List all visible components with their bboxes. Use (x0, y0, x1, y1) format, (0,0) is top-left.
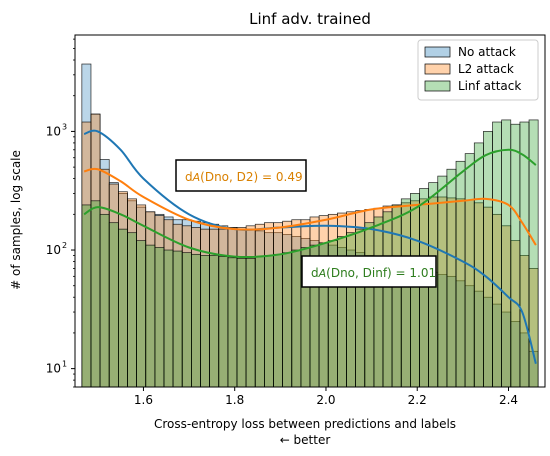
legend-label: No attack (458, 45, 516, 59)
bar (382, 211, 393, 387)
bar (191, 253, 201, 387)
series-l2-attack (81, 113, 539, 387)
bar (81, 204, 92, 387)
x-tick-label: 1.8 (225, 393, 244, 407)
bars-group (81, 63, 539, 387)
legend-swatch (424, 80, 451, 92)
y-tick-label: 10 (46, 243, 61, 257)
axes-frame (74, 34, 546, 388)
bar (419, 188, 429, 387)
bar (172, 250, 183, 387)
bar (410, 193, 420, 387)
legend: No attack L2 attack Linf attack (417, 39, 539, 101)
bar (264, 255, 274, 387)
bar (163, 249, 174, 387)
annotation-box: dA(Dno, Dinf) = 1.01 (301, 255, 437, 288)
y-tick-label: 10 (46, 362, 61, 376)
bar (519, 121, 530, 387)
bar (391, 204, 402, 387)
annotation-box: dA(Dno, D2) = 0.49 (175, 159, 307, 192)
x-axis-label: Cross-entropy loss between predictions a… (154, 417, 456, 431)
bar (236, 258, 247, 387)
bar (117, 228, 128, 387)
bar (90, 200, 101, 387)
annotation-frame (175, 159, 307, 192)
bar (99, 213, 110, 387)
y-tick-exponent: 1 (62, 360, 67, 369)
bar (209, 255, 220, 387)
bar (483, 131, 493, 387)
kde-curve-linf-attack (83, 148, 537, 259)
bar (108, 222, 119, 387)
bar (218, 256, 229, 387)
bar (282, 252, 293, 387)
bar (355, 228, 366, 387)
bar (273, 253, 283, 387)
bar (127, 232, 137, 387)
bar (510, 123, 521, 387)
y-tick-label: 10 (46, 124, 61, 138)
bar (455, 160, 466, 387)
bar (245, 258, 256, 387)
x-tick-label: 2.0 (316, 393, 335, 407)
annotation-text: dA(Dno, Dinf) = 1.01 (311, 266, 436, 280)
y-tick-exponent: 3 (62, 122, 67, 131)
bar (437, 175, 448, 387)
bar (291, 249, 302, 387)
bar (528, 119, 539, 387)
bar (136, 240, 147, 387)
x-tick-label: 1.6 (134, 393, 153, 407)
series-linf-attack (81, 119, 539, 387)
legend-frame (417, 39, 539, 101)
bar (501, 119, 512, 387)
bar (145, 244, 156, 387)
y-tick-exponent: 2 (62, 241, 67, 250)
bar (473, 142, 484, 387)
legend-label: L2 attack (458, 62, 514, 76)
x-axis-note: ← better (280, 433, 331, 447)
kde-curve-l2-attack (83, 167, 537, 246)
bar (400, 198, 411, 387)
y-axis-label: # of samples, log scale (9, 150, 23, 290)
kde-curve-no-attack (83, 129, 537, 364)
chart-title: Linf adv. trained (249, 10, 371, 28)
bar (154, 247, 165, 387)
legend-label: Linf attack (458, 79, 521, 93)
annotation-text: dA(Dno, D2) = 0.49 (185, 170, 303, 184)
bar (464, 153, 475, 387)
bar (200, 255, 210, 387)
bar (492, 121, 503, 387)
bar (364, 222, 375, 387)
bar (254, 256, 265, 387)
x-tick-label: 2.4 (499, 393, 518, 407)
bar (373, 216, 384, 387)
legend-swatch (424, 63, 451, 75)
annotation-frame (301, 255, 437, 288)
bar (181, 252, 192, 387)
bar (227, 257, 238, 387)
legend-swatch (424, 46, 451, 58)
x-tick-label: 2.2 (408, 393, 427, 407)
